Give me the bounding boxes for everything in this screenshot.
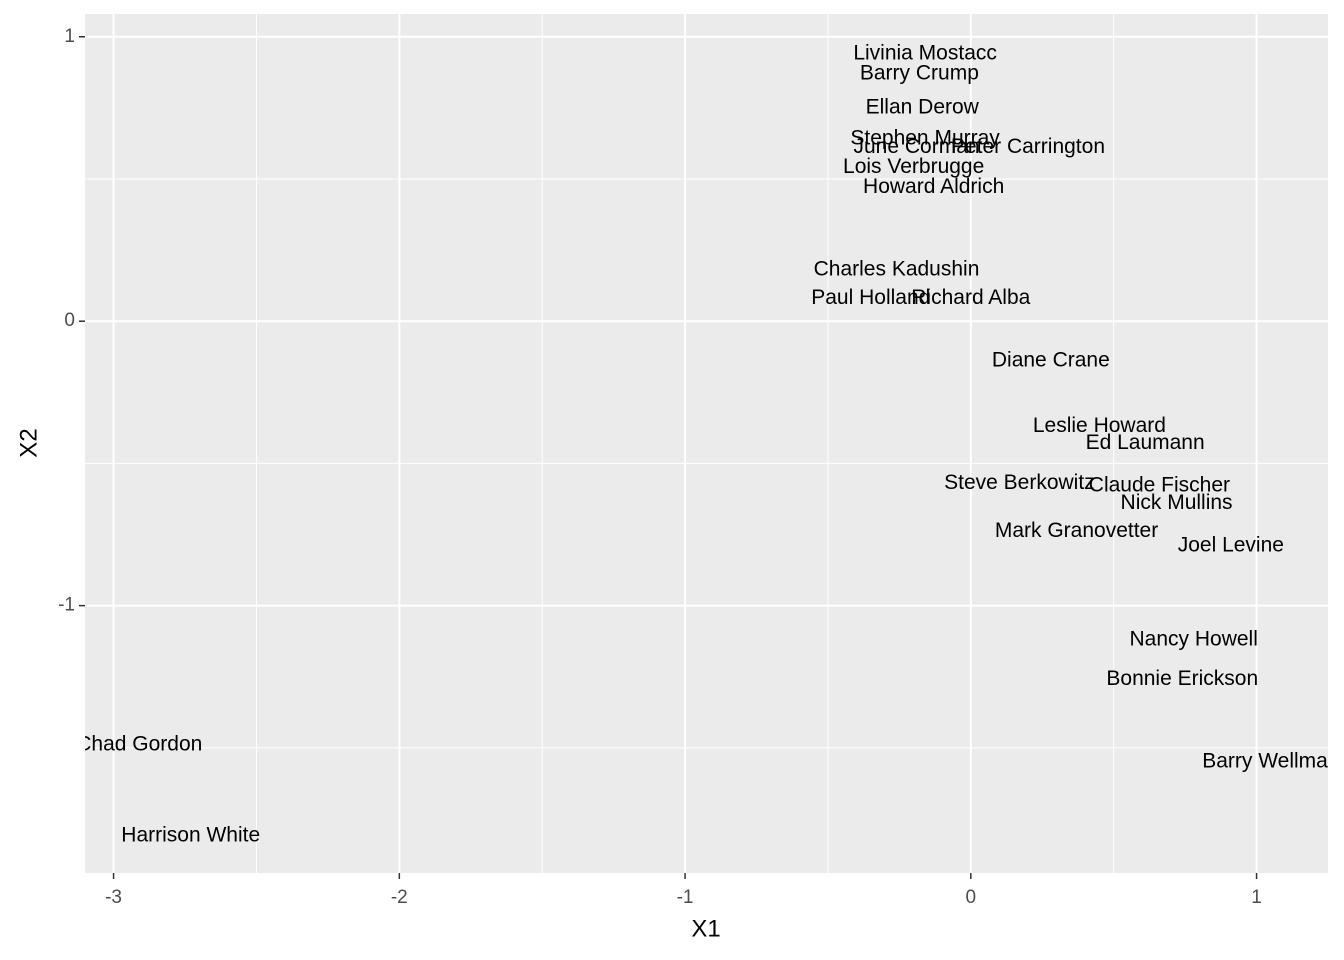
- y-tick-label: -1: [58, 595, 75, 616]
- point-label: Ellan Derow: [866, 95, 980, 118]
- point-label: Peter Carrington: [951, 135, 1105, 158]
- y-tick-label: 0: [64, 310, 75, 331]
- x-tick-label: 1: [1251, 887, 1262, 908]
- point-label: Steve Berkowitz: [944, 471, 1095, 494]
- point-label: Bonnie Erickson: [1106, 667, 1258, 690]
- point-label: Paul Holland: [811, 286, 930, 309]
- y-axis-title: X2: [15, 428, 42, 457]
- point-label: Claude Fischer: [1089, 474, 1230, 497]
- point-label: Charles Kadushin: [814, 258, 980, 281]
- x-tick-label: -3: [105, 887, 122, 908]
- point-label: Barry Crump: [860, 61, 979, 84]
- x-tick-label: -2: [391, 887, 408, 908]
- point-label: Chad Gordon: [76, 733, 202, 756]
- axes: -3 -2 -1 0 1 -1 0 1: [58, 26, 1262, 908]
- panel: [85, 14, 1328, 873]
- x-tick-label: -1: [677, 887, 694, 908]
- point-label: June Corman: [853, 135, 979, 158]
- grid: [85, 14, 1328, 873]
- point-label: Livinia Mostacc: [853, 41, 997, 64]
- x-axis-title: X1: [691, 915, 720, 942]
- point-label: Nancy Howell: [1130, 627, 1258, 650]
- point-label: Lois Verbrugge: [843, 155, 984, 178]
- point-label: Ed Laumann: [1086, 431, 1205, 454]
- point-label: Howard Aldrich: [863, 175, 1004, 198]
- point-label: Harrison White: [121, 824, 260, 847]
- point-label: Diane Crane: [992, 349, 1110, 372]
- point-label: Joel Levine: [1178, 533, 1284, 556]
- y-tick-label: 1: [64, 26, 75, 47]
- point-label: Barry Wellman: [1202, 750, 1339, 773]
- point-label: Richard Alba: [911, 286, 1030, 309]
- point-label: Leslie Howard: [1033, 414, 1166, 437]
- point-label: Mark Granovetter: [995, 519, 1158, 542]
- point-label: Stephen Murray: [850, 127, 1000, 150]
- point-label: Nick Mullins: [1121, 491, 1233, 514]
- x-tick-label: 0: [966, 887, 977, 908]
